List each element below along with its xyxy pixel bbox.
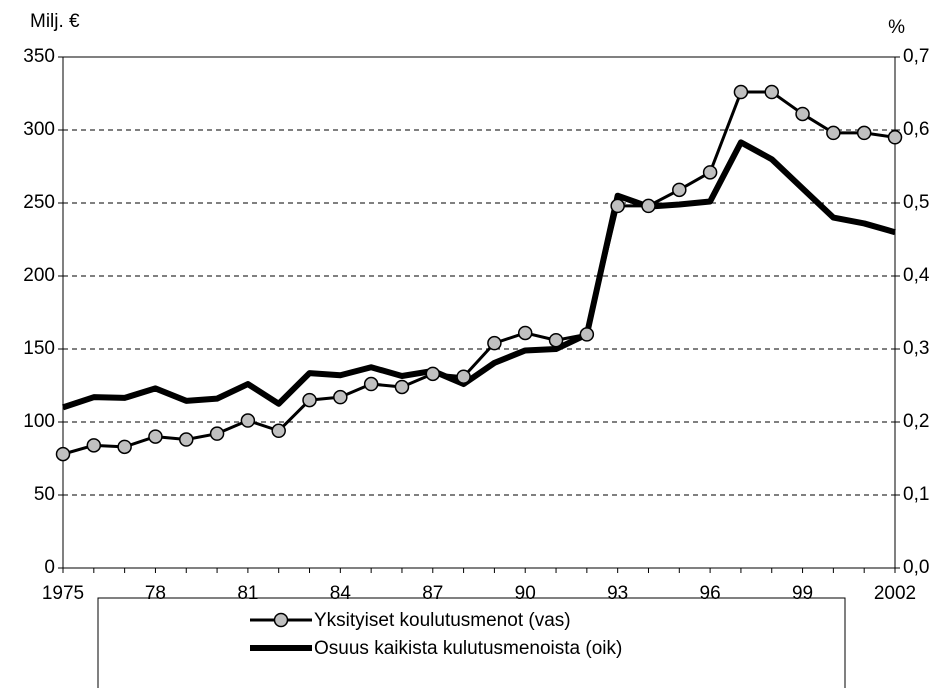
y2-tick-label: 0,2 (903, 411, 929, 432)
x-tick-label: 78 (145, 583, 166, 604)
legend-label: Yksityiset koulutusmenot (vas) (314, 610, 571, 631)
series-line (62, 139, 896, 411)
series-marker (363, 376, 379, 392)
series-marker (610, 198, 625, 214)
plot-frame (62, 56, 896, 569)
y2-tick-label: 0,6 (903, 119, 929, 140)
series-marker (764, 84, 779, 100)
x-tick-label: 1975 (42, 583, 84, 604)
y-tick-label: 0 (44, 557, 55, 578)
series-marker (887, 130, 903, 145)
series-marker (795, 106, 810, 122)
series-marker (733, 84, 749, 100)
series-marker (456, 369, 471, 384)
series-marker (86, 438, 102, 453)
x-tick-label: 2002 (874, 583, 916, 604)
y-tick-label: 50 (34, 484, 55, 505)
y-tick-label: 250 (23, 192, 55, 213)
y2-tick-label: 0,0 (903, 557, 929, 578)
series-marker (148, 429, 163, 444)
series-marker (240, 413, 256, 428)
legend-box (97, 597, 846, 691)
y-tick-label: 300 (23, 119, 55, 140)
series-marker (517, 325, 533, 341)
x-tick-label: 99 (792, 583, 813, 604)
x-tick-label: 93 (607, 583, 628, 604)
x-tick-label: 81 (237, 583, 258, 604)
legend-label: Osuus kaikista kulutusmenoista (oik) (314, 638, 622, 659)
series-marker (117, 439, 132, 455)
series-marker (179, 432, 194, 447)
y2-tick-label: 0,1 (903, 484, 929, 505)
series-marker (302, 392, 317, 408)
legend-marker (273, 612, 289, 628)
series-marker (209, 426, 225, 441)
y2-tick-label: 0,3 (903, 338, 929, 359)
series-marker (826, 125, 841, 141)
x-tick-label: 84 (330, 583, 352, 604)
series-marker (55, 446, 71, 462)
y2-tick-label: 0,5 (903, 192, 929, 213)
series-marker (425, 366, 441, 382)
y2-axis-label: % (888, 17, 905, 38)
y-tick-label: 150 (23, 338, 55, 359)
series-marker (672, 182, 687, 198)
y-axis-label: Milj. € (30, 11, 80, 32)
series-marker (548, 332, 564, 348)
x-tick-label: 90 (515, 583, 536, 604)
y-tick-label: 350 (23, 46, 55, 67)
series-marker (487, 335, 502, 351)
x-tick-label: 96 (700, 583, 721, 604)
y-tick-label: 100 (23, 411, 55, 432)
series-marker (271, 423, 286, 439)
series-marker (394, 379, 410, 395)
series-marker (579, 327, 595, 342)
series-marker (333, 389, 348, 405)
x-tick-label: 87 (422, 583, 443, 604)
series-marker (702, 165, 718, 180)
series-line (62, 90, 896, 456)
y2-tick-label: 0,4 (903, 265, 930, 286)
y2-tick-label: 0,7 (903, 46, 929, 67)
y-tick-label: 200 (23, 265, 55, 286)
series-marker (856, 125, 872, 141)
series-marker (641, 198, 656, 214)
